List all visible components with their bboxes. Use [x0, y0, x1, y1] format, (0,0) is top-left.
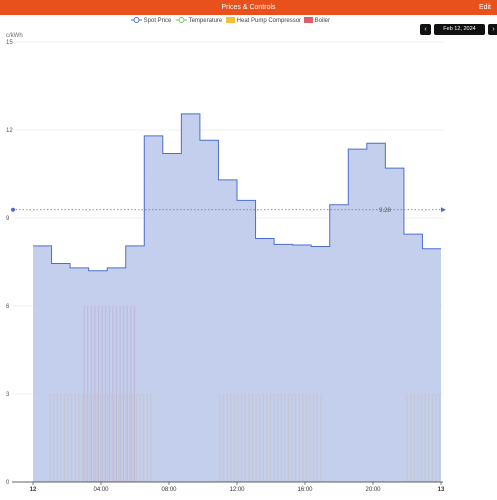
line-circle-icon: [131, 17, 142, 24]
legend-label: Temperature: [188, 18, 223, 24]
x-tick-label: 08:00: [161, 487, 177, 493]
y-tick-label: 9: [6, 216, 10, 222]
prev-date-button[interactable]: ‹: [420, 24, 431, 35]
x-axis: 12 04:00 08:00 12:00 16:00 20:00 13: [12, 481, 445, 493]
x-tick-label: 04:00: [93, 487, 109, 493]
spot-price-series: [33, 113, 441, 482]
legend-label: Spot Price: [143, 18, 172, 24]
top-bar: Prices & Controls Edit: [0, 0, 497, 15]
y-tick-label: 3: [6, 392, 10, 398]
legend-item-temperature[interactable]: Temperature: [176, 15, 222, 27]
average-label: 9.28: [379, 208, 391, 214]
edit-button[interactable]: Edit: [478, 4, 491, 11]
chevron-right-icon: ›: [492, 26, 495, 33]
next-date-button[interactable]: ›: [488, 24, 497, 35]
spot-price-area: [33, 113, 441, 482]
x-tick-label: 13: [438, 487, 445, 493]
legend-item-boiler[interactable]: Boiler: [304, 15, 330, 27]
x-tick-label: 12: [30, 487, 37, 493]
legend-item-heat-pump-compressor[interactable]: Heat Pump Compressor: [226, 15, 301, 27]
square-icon: [226, 17, 235, 24]
legend: Spot Price Temperature Heat Pump Compres…: [0, 15, 415, 27]
arrow-right-icon: [441, 207, 446, 213]
x-tick-label: 12:00: [229, 487, 245, 493]
page-title: Prices & Controls: [221, 4, 276, 11]
date-display[interactable]: Feb 12, 2024: [434, 24, 485, 35]
x-tick-label: 20:00: [365, 487, 381, 493]
average-start-dot: [11, 207, 15, 212]
legend-item-spot-price[interactable]: Spot Price: [131, 15, 171, 27]
y-axis-label: c/kWh: [6, 33, 23, 39]
y-tick-label: 0: [6, 480, 10, 486]
legend-label: Heat Pump Compressor: [236, 18, 302, 24]
y-tick-label: 15: [6, 40, 13, 46]
average-line: 9.28: [11, 207, 446, 214]
line-circle-icon: [176, 17, 187, 24]
legend-label: Boiler: [314, 18, 331, 24]
x-tick-label: 16:00: [297, 487, 313, 493]
y-ticks: 0 3 6 9 12 15: [6, 40, 13, 486]
chevron-left-icon: ‹: [424, 26, 427, 33]
square-icon: [304, 17, 313, 24]
y-tick-label: 6: [6, 304, 10, 310]
y-tick-label: 12: [6, 128, 13, 134]
spot-price-line: [33, 113, 441, 272]
